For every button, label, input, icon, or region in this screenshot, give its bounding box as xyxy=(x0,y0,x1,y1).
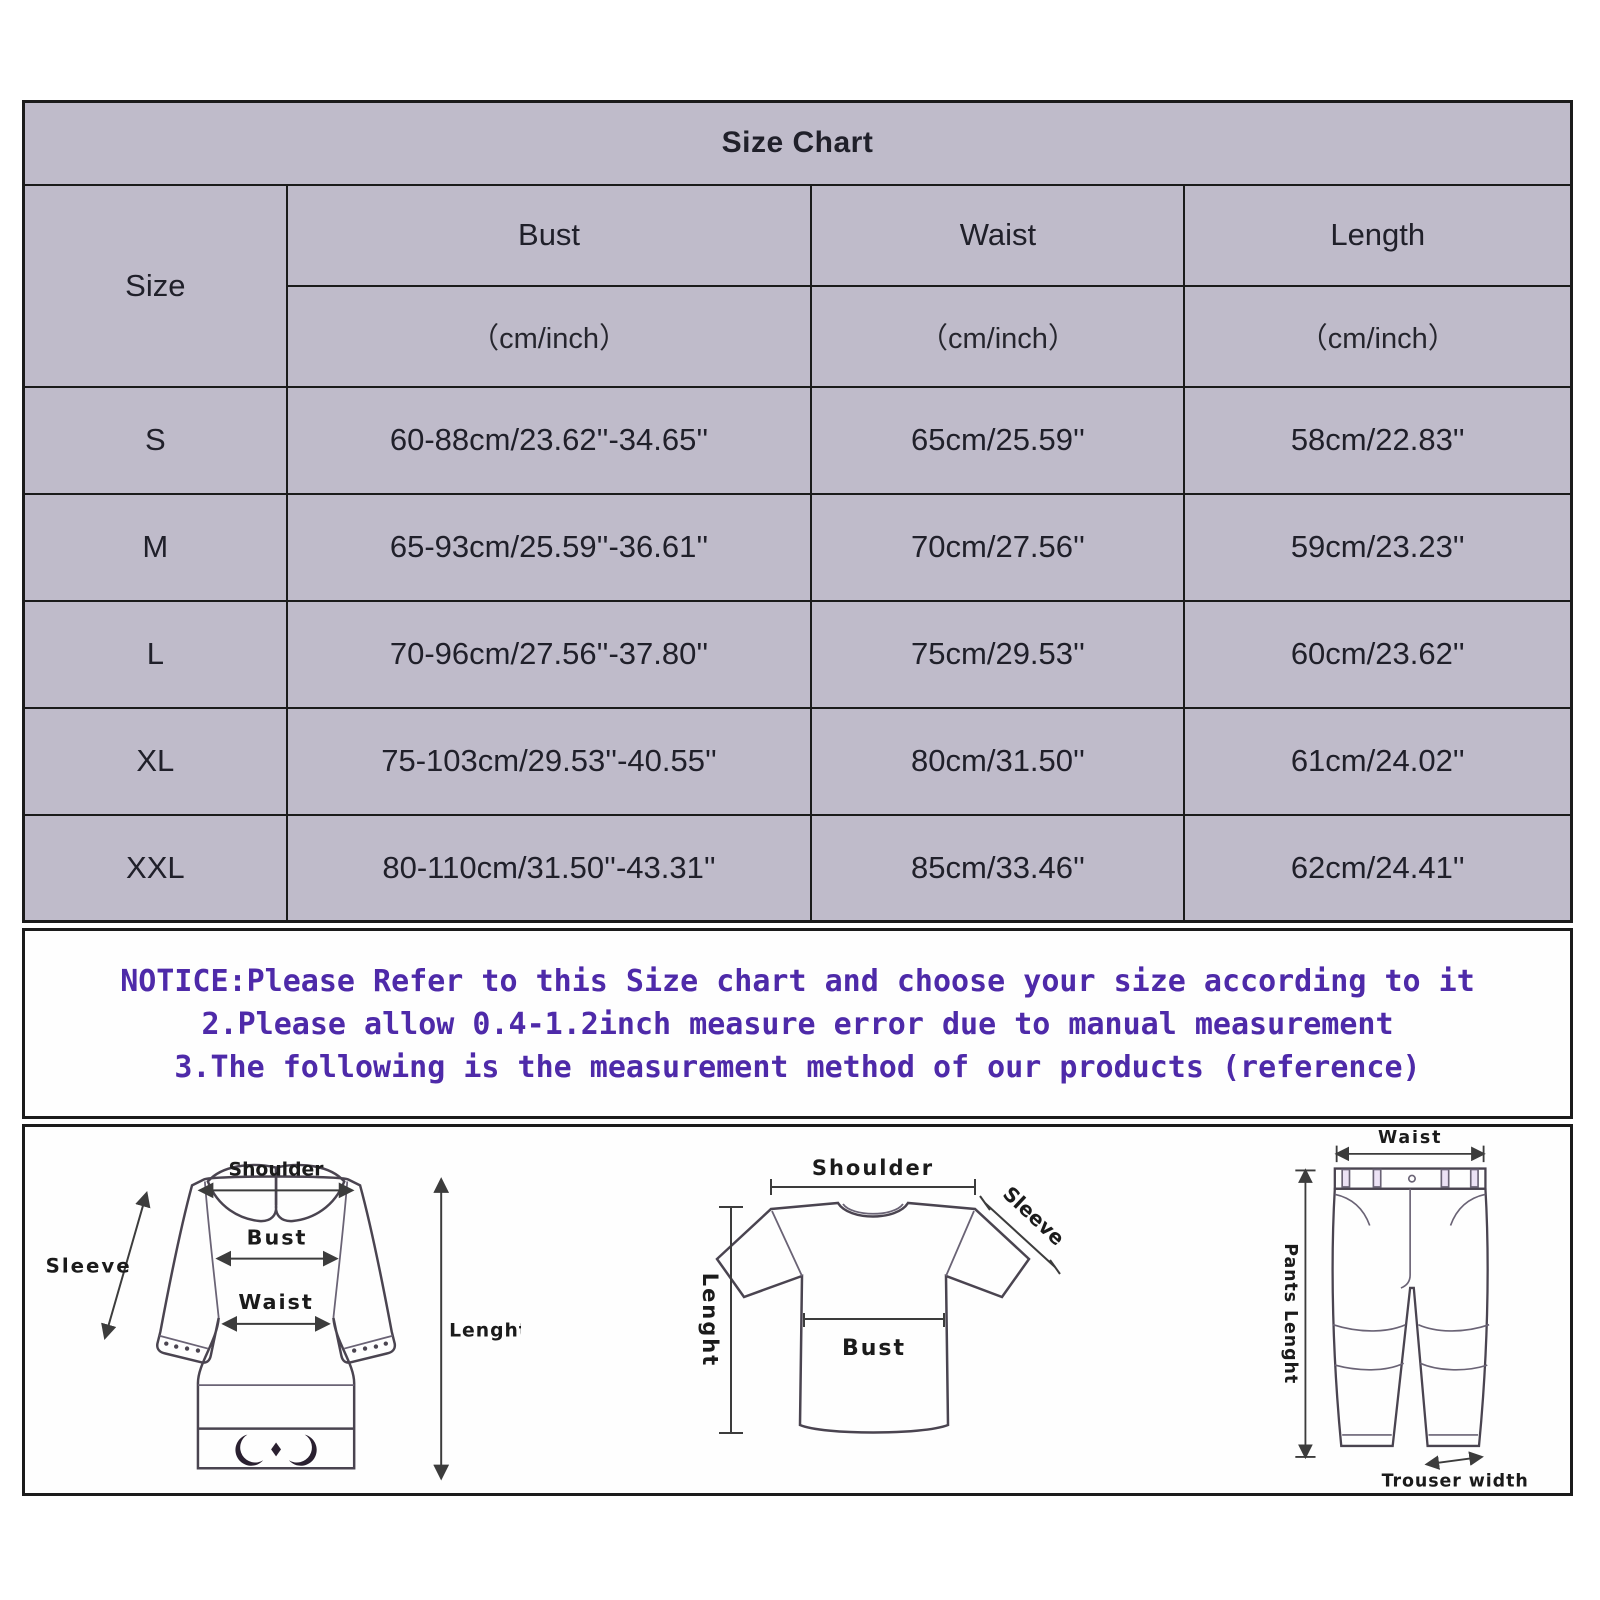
unit-waist: （cm/inch） xyxy=(810,284,1186,388)
tshirt-shoulder-label: Shoulder xyxy=(811,1157,933,1180)
col-header-waist: Waist xyxy=(810,183,1186,287)
header-row: Size Bust Waist Length xyxy=(22,183,1573,388)
pants-belt-loops xyxy=(1341,1168,1479,1188)
moon-pattern xyxy=(207,1434,345,1466)
dress-diagram: Shoulder Bust Waist Sleeve Lenght xyxy=(46,1159,521,1481)
notice-line: NOTICE:Please Refer to this Size chart a… xyxy=(120,964,1475,999)
length-cell: 59cm/23.23'' xyxy=(1183,492,1573,602)
pants-pocket-seams xyxy=(1334,1193,1486,1226)
size-cell: XXL xyxy=(22,813,288,923)
tshirt-bust-ticks xyxy=(802,1312,945,1327)
pants-width-label: Trouser width xyxy=(1382,1471,1529,1490)
dress-sleeve-label: Sleeve xyxy=(46,1254,132,1277)
pants-waistband xyxy=(1333,1167,1487,1190)
unit-bust: （cm/inch） xyxy=(285,284,813,388)
dress-collar xyxy=(206,1163,346,1222)
table-row: XL 75-103cm/29.53''-40.55'' 80cm/31.50''… xyxy=(22,706,1573,816)
tshirt-shoulder-ticks xyxy=(769,1178,976,1195)
dress-side-seam xyxy=(203,1181,220,1318)
unit-row: （cm/inch） （cm/inch） （cm/inch） xyxy=(24,284,1573,388)
bust-cell: 65-93cm/25.59''-36.61'' xyxy=(285,492,813,602)
size-cell: XL xyxy=(22,706,288,816)
length-cell: 60cm/23.62'' xyxy=(1183,599,1573,709)
pants-fly-seam xyxy=(1400,1188,1411,1289)
tshirt-sleeve-line xyxy=(983,1201,1056,1268)
col-header-length: Length xyxy=(1183,183,1573,287)
size-chart-content: Size Chart Size Bust Waist Length （cm/in… xyxy=(22,100,1573,1496)
waist-cell: 75cm/29.53'' xyxy=(810,599,1186,709)
waist-cell: 80cm/31.50'' xyxy=(810,706,1186,816)
tshirt-collar-band xyxy=(841,1203,904,1215)
notice-box: NOTICE:Please Refer to this Size chart a… xyxy=(22,928,1573,1119)
table-row: XXL 80-110cm/31.50''-43.31'' 85cm/33.46'… xyxy=(22,813,1573,923)
bust-cell: 60-88cm/23.62''-34.65'' xyxy=(285,385,813,495)
col-header-size: Size xyxy=(22,183,288,388)
table-row: M 65-93cm/25.59''-36.61'' 70cm/27.56'' 5… xyxy=(22,492,1573,602)
waist-cell: 85cm/33.46'' xyxy=(810,813,1186,923)
table-row: S 60-88cm/23.62''-34.65'' 65cm/25.59'' 5… xyxy=(22,385,1573,495)
table-row: L 70-96cm/27.56''-37.80'' 75cm/29.53'' 6… xyxy=(22,599,1573,709)
dress-bust-label: Bust xyxy=(247,1225,308,1249)
length-cell: 58cm/22.83'' xyxy=(1183,385,1573,495)
dress-cuff-dots xyxy=(164,1341,388,1353)
pants-outline xyxy=(1331,1187,1489,1447)
pants-width-arrow xyxy=(1424,1450,1484,1470)
size-cell: S xyxy=(22,385,288,495)
measurement-diagrams: Shoulder Bust Waist Sleeve Lenght xyxy=(22,1123,1573,1496)
tshirt-length-caps xyxy=(718,1205,743,1434)
dress-cuff-lines xyxy=(159,1334,393,1350)
pants-waist-label: Waist xyxy=(1378,1130,1442,1148)
tshirt-sleeve-seams xyxy=(770,1210,975,1277)
pants-length-label: Pants Lenght xyxy=(1280,1243,1300,1384)
dress-outline xyxy=(156,1174,397,1470)
waist-cell: 65cm/25.59'' xyxy=(810,385,1186,495)
col-header-bust: Bust xyxy=(285,183,813,287)
dress-shoulder-label: Shoulder xyxy=(229,1159,325,1180)
page-title: Size Chart xyxy=(22,100,1573,186)
bust-cell: 70-96cm/27.56''-37.80'' xyxy=(285,599,813,709)
length-cell: 62cm/24.41'' xyxy=(1183,813,1573,923)
notice-line: 3.The following is the measurement metho… xyxy=(174,1049,1421,1085)
pants-waist-ticks xyxy=(1335,1145,1485,1162)
dress-length-label: Lenght xyxy=(449,1320,521,1341)
bust-cell: 75-103cm/29.53''-40.55'' xyxy=(285,706,813,816)
pants-length-caps xyxy=(1295,1169,1316,1458)
bust-cell: 80-110cm/31.50''-43.31'' xyxy=(285,813,813,923)
size-cell: L xyxy=(22,599,288,709)
tshirt-bust-label: Bust xyxy=(841,1336,905,1361)
tshirt-sleeve-ticks xyxy=(978,1195,1061,1275)
pants-button xyxy=(1407,1174,1416,1183)
size-cell: M xyxy=(22,492,288,602)
dress-waist-label: Waist xyxy=(238,1290,313,1314)
dress-side-seam xyxy=(332,1181,349,1318)
tshirt-diagram: Shoulder Sleeve Bust Lenght xyxy=(698,1157,1069,1434)
tshirt-length-label: Lenght xyxy=(698,1272,722,1367)
unit-length: （cm/inch） xyxy=(1183,284,1573,388)
length-cell: 61cm/24.02'' xyxy=(1183,706,1573,816)
pants-knee-seams xyxy=(1332,1323,1490,1371)
pants-diagram: Waist Pants Lenght Trouser width xyxy=(1280,1130,1529,1490)
title-row: Size Chart xyxy=(22,100,1573,186)
notice-line: 2.Please allow 0.4-1.2inch measure error… xyxy=(201,1006,1394,1042)
tshirt-outline xyxy=(714,1201,1031,1434)
dress-sleeve-arrow xyxy=(101,1190,151,1340)
waist-cell: 70cm/27.56'' xyxy=(810,492,1186,602)
size-chart-table: Size Chart Size Bust Waist Length （cm/in… xyxy=(22,100,1573,923)
